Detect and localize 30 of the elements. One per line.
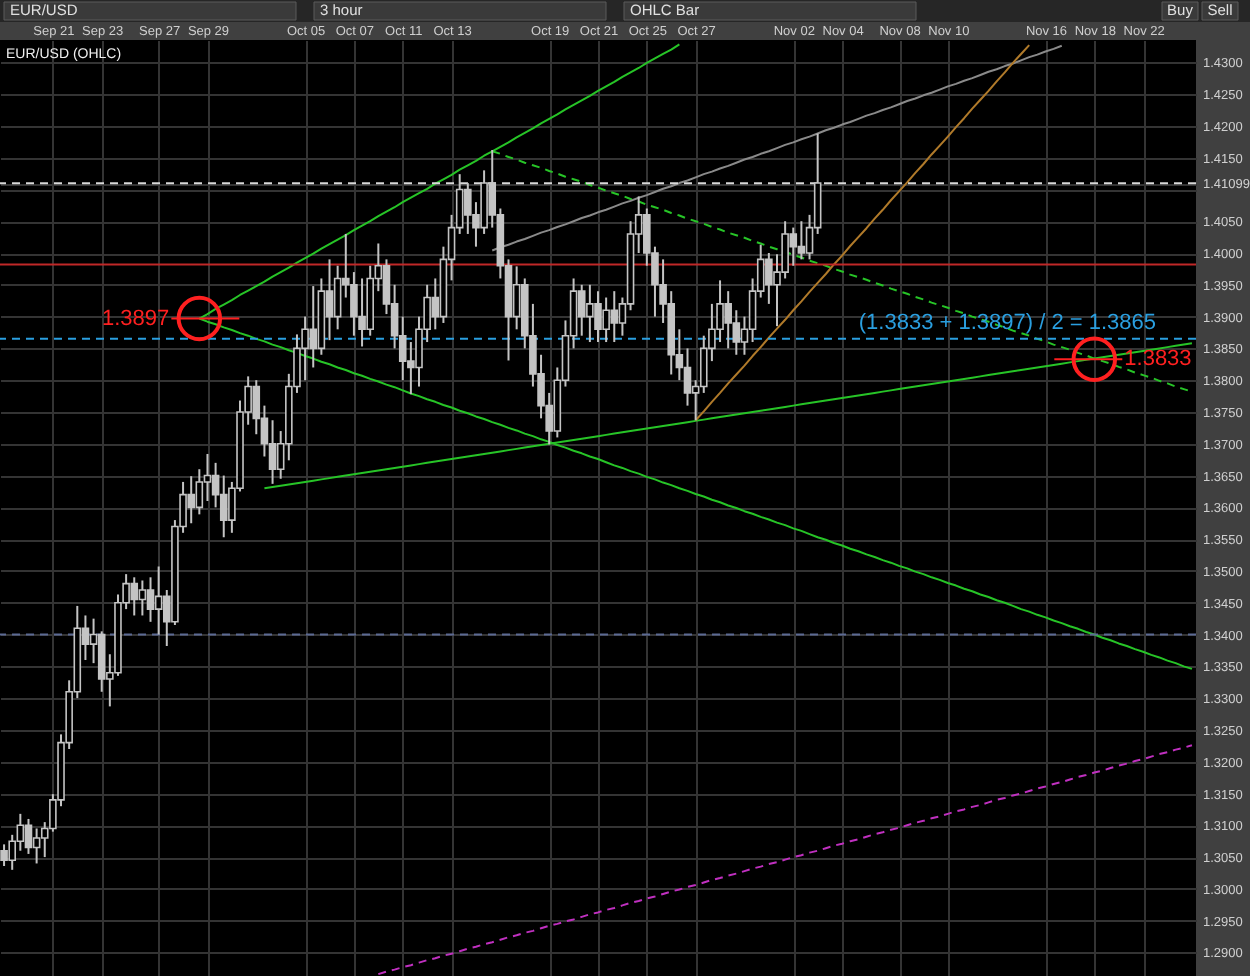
candlestick [325,258,334,342]
data-label: 1.3897 [102,306,170,331]
candlestick [789,226,798,267]
candlestick [32,827,41,865]
candlestick [268,419,277,485]
candlestick [610,290,619,344]
ref-line-label: (1.3833 + 1.3897) / 2 = 1.3865 [858,310,1156,335]
candlestick [732,309,741,356]
line-series [694,44,1031,422]
candlestick [203,452,212,503]
candlestick [146,576,155,623]
candlestick [577,283,586,337]
line-series [377,744,1193,976]
candlestick [187,475,195,525]
candlestick [724,290,732,350]
candlestick [683,347,692,407]
candlestick [154,565,163,636]
candlestick [24,817,33,855]
candlestick [130,576,139,617]
candlestick [594,290,602,344]
candlestick [0,843,8,867]
candlestick [797,220,806,261]
line-series [491,44,1063,252]
candlestick [586,283,594,344]
data-label: 1.3833 [1124,347,1192,372]
candlestick [138,579,147,617]
candlestick [309,285,318,369]
candlestick [602,296,610,344]
candlestick [512,265,521,331]
candlestick [358,277,366,348]
